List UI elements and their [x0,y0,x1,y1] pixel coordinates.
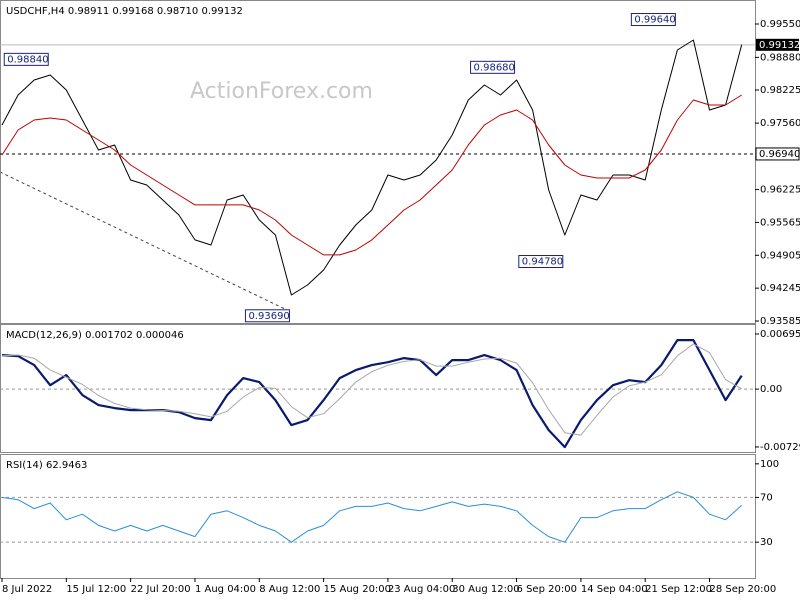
price-annotation: 0.98680 [474,62,515,73]
x-tick-label: 21 Sep 12:00 [645,584,712,595]
x-tick-label: 15 Aug 20:00 [324,584,391,595]
price-annotation: 0.98840 [7,54,48,65]
price-annotation-box [244,309,290,323]
series-line [1,343,742,436]
y-tick-label: 70 [760,492,773,503]
last-price-box [756,38,799,51]
x-tick-label: 8 Jul 2022 [2,584,52,595]
level-label-box [755,147,800,161]
series-line [1,39,743,296]
series-line [1,339,743,449]
panel-title: USDCHF,H4 0.98911 0.99168 0.98710 0.9913… [6,6,243,17]
y-tick-label: 0.95565 [760,217,800,228]
y-tick-label: 0.93585 [760,316,800,327]
price-annotation: 0.99640 [634,15,675,26]
series-line [1,94,742,256]
last-price-label: 0.99132 [759,40,800,51]
y-tick-label: 0.94245 [760,283,800,294]
y-tick-label: 0.00 [760,384,782,395]
series-line [1,491,743,543]
trend-line [0,171,288,311]
y-tick-label: 0.94905 [760,250,800,261]
panel-title: MACD(12,26,9) 0.001702 0.000046 [6,330,184,341]
panel-title: RSI(14) 62.9463 [6,460,87,471]
panel-frame [0,0,756,324]
price-annotation-box [470,60,516,74]
price-annotation-box [3,52,49,66]
x-tick-label: 6 Sep 20:00 [517,584,577,595]
y-tick-label: 100 [760,459,779,470]
x-tick-label: 1 Aug 04:00 [195,584,256,595]
y-tick-label: 0.98225 [760,85,800,96]
y-tick-label: 0.97560 [760,118,800,129]
x-tick-label: 22 Jul 20:00 [131,584,191,595]
x-tick-label: 23 Aug 04:00 [388,584,455,595]
panel-frame [0,454,756,579]
level-label: 0.96940 [759,149,800,160]
price-annotation-box [630,13,676,27]
x-tick-label: 14 Sep 04:00 [581,584,648,595]
panel-frame [0,324,756,453]
y-tick-label: 30 [760,537,773,548]
y-tick-label: 0.006954 [760,329,800,340]
price-annotation: 0.93690 [248,311,289,322]
x-tick-label: 30 Aug 12:00 [452,584,519,595]
price-annotation-box [518,255,564,269]
y-tick-label: -0.007294 [760,442,800,453]
price-annotation: 0.94780 [522,257,563,268]
x-tick-label: 28 Sep 20:00 [710,584,777,595]
y-tick-label: 0.96225 [760,185,800,196]
x-tick-label: 15 Jul 12:00 [66,584,126,595]
watermark: ActionForex.com [190,79,373,104]
y-tick-label: 0.99550 [760,19,800,30]
y-tick-label: 0.98880 [760,52,800,63]
x-tick-label: 8 Aug 12:00 [259,584,320,595]
